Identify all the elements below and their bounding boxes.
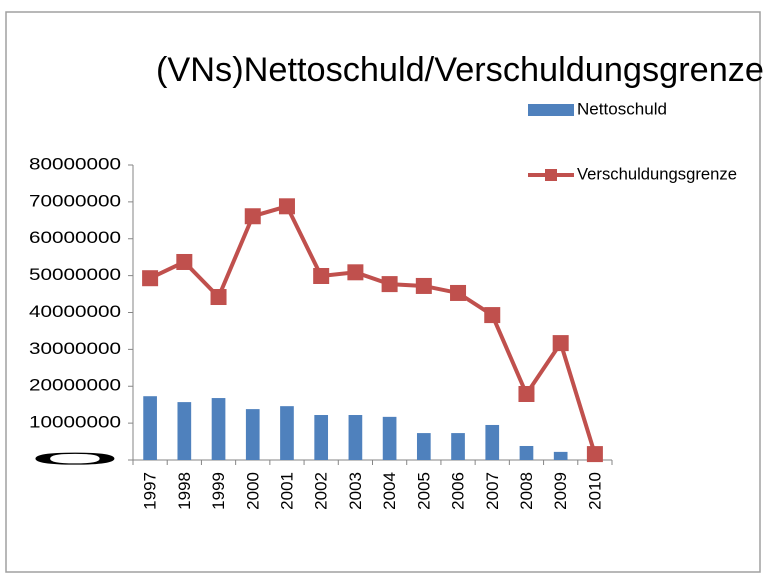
bar [211,398,226,460]
marker [484,307,501,324]
bar [416,433,431,460]
x-tick-label: 2001 [277,472,296,510]
marker [210,289,227,306]
bar [143,396,157,460]
x-tick-label: 2000 [243,472,262,510]
y-tick-label: 40000000 [29,302,121,321]
x-tick-label: 2004 [380,472,399,510]
line [149,203,597,455]
bar [348,415,363,460]
y-tick-label: 0 [29,449,121,468]
y-tick-label: 30000000 [29,339,121,358]
x-tick-label: 1998 [175,472,194,510]
bar [245,409,260,460]
marker [176,253,193,270]
marker [244,208,261,225]
x-tick-label: 2009 [551,472,570,510]
marker [552,335,569,352]
legend-label: Verschuldungsgrenze [577,164,737,183]
y-tick-label: 60000000 [29,228,121,247]
x-tick-label: 2002 [312,472,331,510]
bar [177,402,192,460]
marker [278,198,295,215]
legend-swatch [545,169,557,181]
marker [381,276,398,293]
bar [451,433,465,460]
bar [485,424,500,460]
marker [415,277,432,294]
marker [586,446,603,463]
y-tick-label: 10000000 [29,413,121,432]
marker [313,267,330,284]
chart-title: (VNs)Nettoschuld/Verschuldungsgrenze [156,51,764,89]
legend-swatch [528,104,574,116]
y-tick-label: 20000000 [29,376,121,395]
x-tick-label: 2005 [414,472,433,510]
x-tick-label: 1999 [209,472,228,510]
x-tick-label: 2007 [483,472,502,510]
bar [382,416,397,460]
y-tick-label: 50000000 [29,265,121,284]
bar [314,415,329,460]
y-tick-label: 70000000 [29,191,121,210]
bar [280,406,294,460]
marker [450,284,467,301]
x-tick-label: 1997 [141,472,160,510]
y-tick-label: 80000000 [29,154,121,173]
marker [518,385,535,402]
marker [347,264,364,281]
legend-label: Nettoschuld [577,99,667,118]
x-tick-label: 2010 [585,472,604,510]
x-tick-label: 2003 [346,472,365,510]
x-tick-label: 2008 [517,472,536,510]
bar [519,445,534,460]
bar [553,451,568,460]
x-tick-label: 2006 [449,472,468,510]
marker [142,270,159,287]
